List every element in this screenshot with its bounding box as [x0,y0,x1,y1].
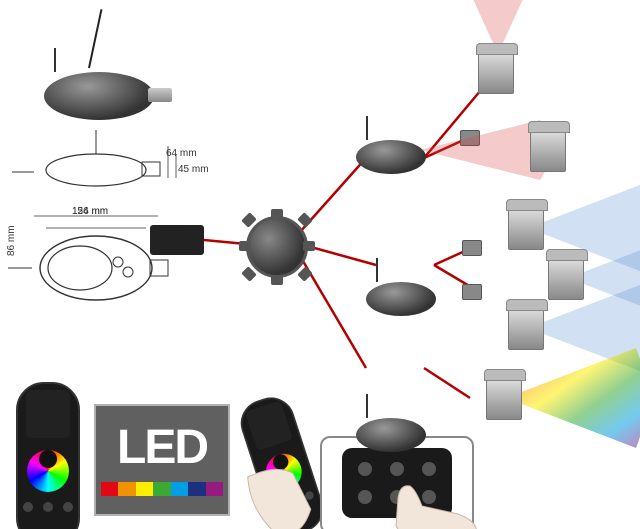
hero-receiver [24,8,164,118]
tech-drawing-side: 64 mm 45 mm [6,128,186,198]
color-wheel-icon [27,450,69,492]
light-cone-3 [528,168,640,288]
distribution-hub [246,216,308,278]
dim-side-h2: 45 mm [178,164,209,175]
splitter-3 [462,284,482,300]
splitter-2 [462,240,482,256]
spotlight-6 [486,378,522,420]
receiver-2 [366,282,436,316]
led-label: LED [96,424,228,472]
finger-icon [392,482,482,529]
power-supply [150,225,204,255]
tech-drawing-top: 156 mm 124 mm 86 mm [6,206,186,316]
receiver-3 [356,418,426,452]
light-cone-6 [506,338,640,458]
dim-top-inner: 124 mm [72,206,108,217]
splitter-1 [460,130,480,146]
receiver-1 [356,140,426,174]
light-cone-5 [528,268,640,388]
dim-side-h1: 64 mm [166,148,197,159]
spotlight-4 [548,258,584,300]
spotlight-1 [478,52,514,94]
spotlight-2 [530,130,566,172]
dim-top-width: 86 mm [6,225,17,256]
led-badge: LED [94,404,230,516]
remote-left [16,382,80,529]
led-stripe [101,482,223,496]
spotlight-5 [508,308,544,350]
spotlight-3 [508,208,544,250]
